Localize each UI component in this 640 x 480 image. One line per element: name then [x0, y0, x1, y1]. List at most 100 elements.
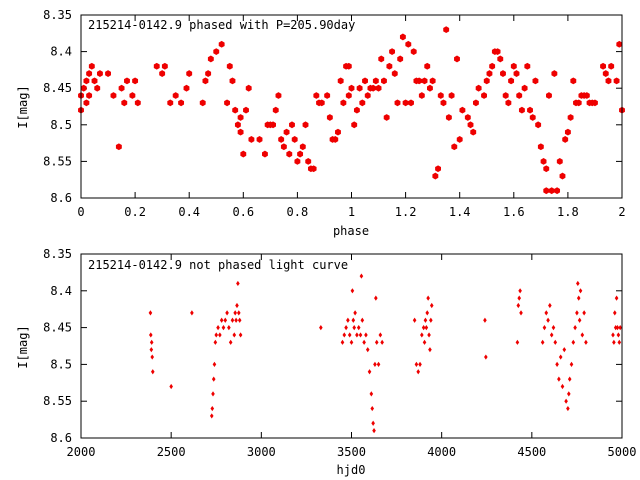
data-point	[218, 332, 222, 338]
y-tick-label: 8.45	[43, 81, 72, 95]
data-point	[115, 143, 122, 151]
data-point	[389, 48, 396, 55]
data-point	[380, 339, 384, 345]
data-point	[551, 325, 556, 331]
data-point	[236, 280, 240, 287]
data-point	[555, 361, 559, 367]
data-point	[374, 295, 378, 301]
data-point	[319, 325, 323, 331]
data-point	[435, 165, 441, 173]
data-point	[238, 332, 243, 338]
data-point	[294, 158, 301, 165]
data-point	[391, 70, 398, 77]
data-point	[475, 84, 482, 92]
data-point	[280, 143, 287, 151]
data-point	[540, 339, 545, 345]
data-point	[275, 92, 282, 99]
data-point	[467, 121, 474, 129]
data-point	[483, 77, 490, 85]
data-point	[426, 295, 430, 301]
data-point	[161, 62, 168, 70]
unphased-light-curve-panel: 215214-0142.9 not phased light curve hjd…	[16, 247, 636, 477]
data-point	[223, 317, 228, 323]
data-point	[150, 354, 155, 360]
data-point	[344, 325, 348, 331]
data-point	[376, 361, 381, 367]
data-point	[600, 62, 607, 70]
data-point	[230, 317, 235, 323]
y-tick-label: 8.35	[43, 8, 72, 22]
data-point	[567, 114, 574, 121]
data-point	[418, 361, 422, 367]
y-tick-label: 8.45	[43, 321, 72, 335]
data-point	[546, 92, 552, 99]
data-point	[374, 339, 379, 345]
data-point	[335, 128, 341, 136]
data-point	[324, 92, 331, 99]
data-point	[381, 77, 387, 85]
data-point	[286, 150, 293, 158]
plot-frame	[80, 14, 623, 199]
data-point	[190, 310, 194, 316]
data-point	[418, 92, 425, 99]
data-point	[554, 187, 561, 195]
data-point	[556, 158, 563, 165]
data-point	[414, 361, 419, 367]
data-point	[302, 121, 309, 129]
data-point	[91, 77, 98, 85]
data-point	[340, 339, 345, 345]
data-point	[278, 136, 285, 143]
data-point	[186, 70, 193, 77]
data-point	[199, 99, 206, 107]
data-point	[237, 114, 244, 121]
data-point	[494, 48, 501, 55]
data-point	[362, 77, 368, 85]
data-point	[121, 99, 128, 107]
data-point	[272, 106, 279, 114]
data-point	[305, 158, 312, 165]
data-point	[235, 302, 239, 309]
data-point	[310, 165, 317, 173]
data-point	[502, 92, 509, 99]
data-point	[289, 121, 295, 129]
data-point	[584, 339, 588, 345]
data-point	[129, 92, 136, 99]
x-tick-label: 1.2	[395, 205, 417, 219]
data-point	[351, 317, 356, 323]
data-point	[505, 99, 512, 107]
y-tick-label: 8.6	[50, 191, 72, 205]
data-point	[359, 273, 364, 279]
data-point	[299, 143, 306, 151]
x-tick-label: 2	[618, 205, 625, 219]
data-point	[562, 347, 567, 353]
data-point	[351, 121, 358, 129]
data-point	[183, 84, 190, 92]
data-point	[359, 99, 366, 107]
data-point	[240, 150, 247, 158]
data-point	[372, 428, 376, 434]
data-point	[427, 84, 433, 92]
y-tick-label: 8.6	[50, 431, 72, 445]
data-point	[532, 77, 539, 85]
data-point	[432, 172, 439, 180]
data-point	[443, 26, 450, 34]
data-point	[394, 99, 401, 107]
data-point	[371, 420, 375, 426]
data-point	[527, 106, 533, 114]
data-point	[256, 136, 263, 143]
data-point	[340, 99, 347, 107]
data-point	[369, 391, 374, 397]
data-point	[372, 77, 379, 85]
data-point	[332, 136, 339, 143]
data-point	[262, 150, 268, 158]
data-point	[548, 187, 555, 195]
data-point	[500, 70, 506, 77]
data-points	[78, 26, 625, 195]
data-point	[429, 317, 433, 323]
data-point	[313, 92, 320, 99]
data-point	[213, 339, 218, 345]
data-point	[564, 398, 568, 404]
data-point	[427, 332, 431, 338]
data-point	[573, 325, 577, 331]
data-point	[234, 317, 238, 323]
